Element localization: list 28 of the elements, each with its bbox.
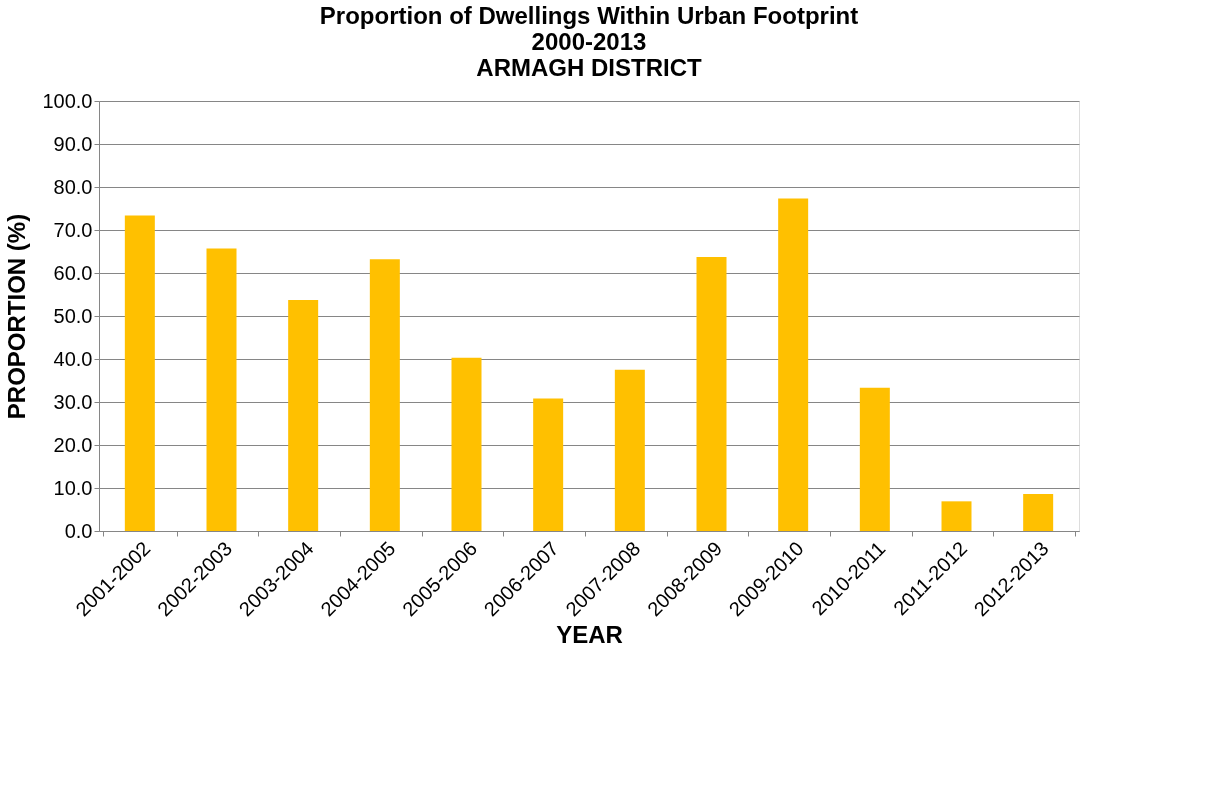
bar — [614, 369, 645, 531]
bar — [1023, 494, 1054, 531]
y-tick-label: 90.0 — [53, 132, 93, 155]
bar — [778, 198, 809, 531]
bar — [451, 357, 482, 531]
bar — [859, 387, 890, 531]
y-tick-label: 60.0 — [53, 261, 93, 284]
bar — [124, 215, 155, 531]
y-tick-label: 10.0 — [53, 476, 93, 499]
bar — [941, 501, 972, 531]
bar — [369, 259, 400, 531]
text: ARMAGH DISTRICT — [476, 54, 702, 81]
y-axis-title: PROPORTION (%) — [3, 213, 31, 420]
text: Proportion of Dwellings Within Urban Footprint — [319, 2, 859, 29]
y-tick-label: 50.0 — [53, 304, 93, 327]
y-tick-label: 30.0 — [53, 390, 93, 413]
y-tick-label: 20.0 — [53, 433, 93, 456]
bar — [696, 257, 727, 531]
bar — [206, 248, 237, 531]
x-axis-title: YEAR — [556, 621, 623, 649]
y-tick-label: 80.0 — [53, 175, 93, 198]
y-tick-label: 70.0 — [53, 218, 93, 241]
bar — [288, 300, 319, 531]
bar — [533, 398, 564, 531]
y-tick-label: 0.0 — [64, 519, 93, 542]
y-tick-label: 100.0 — [42, 89, 93, 112]
y-tick-label: 40.0 — [53, 347, 93, 370]
text: 2000-2013 — [531, 28, 647, 55]
